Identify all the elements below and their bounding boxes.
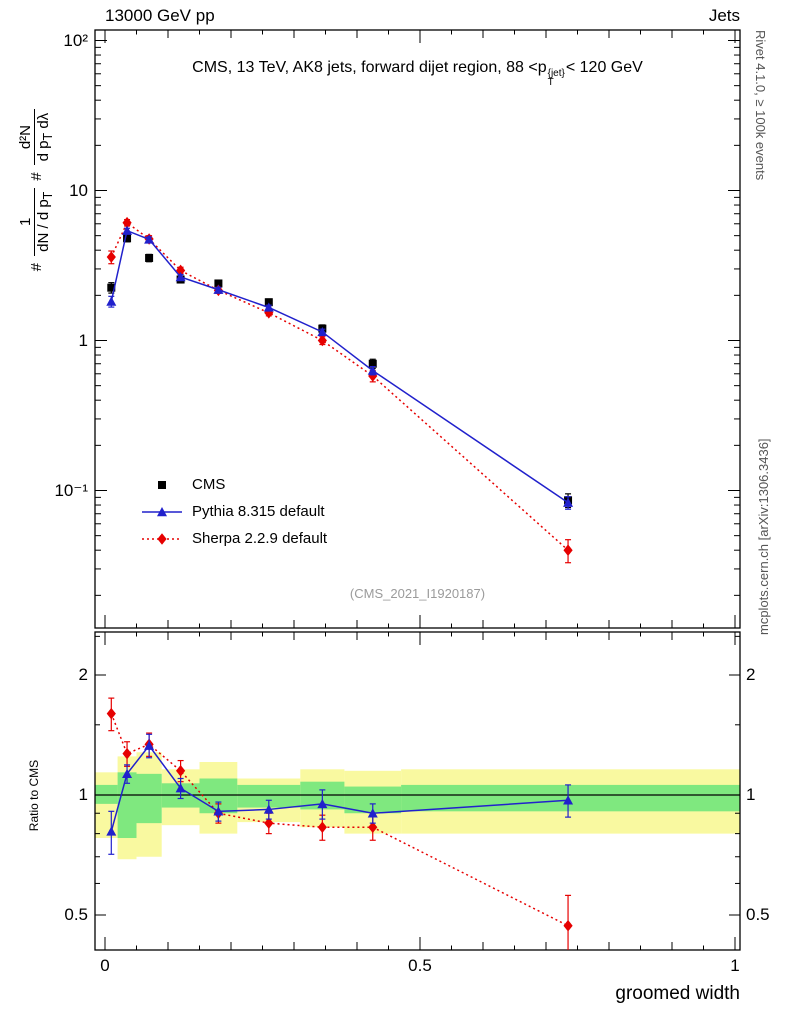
main-panel-frame (94, 29, 741, 629)
plot-title: CMS, 13 TeV, AK8 jets, forward dijet reg… (192, 59, 643, 88)
pythia-marker (563, 497, 574, 507)
y-tick-label: 10⁻¹ (54, 480, 88, 500)
pythia-marker (144, 234, 155, 244)
plot-title-text: CMS, 13 TeV, AK8 jets, forward dijet reg… (192, 59, 547, 76)
sherpa-marker (176, 264, 186, 277)
fraction-d2n: d²N d pT dλ (17, 108, 55, 166)
cms-data-marker (123, 234, 132, 243)
pythia-marker (157, 506, 167, 516)
pythia-marker (175, 272, 186, 282)
cms-data-marker (214, 279, 223, 288)
ratio-axis-label: Ratio to CMS (27, 759, 41, 832)
beam-energy-label: 13000 GeV pp (105, 6, 215, 25)
y-tick-label: 10² (63, 30, 88, 50)
sherpa-marker (157, 532, 167, 545)
analysis-id-watermark: (CMS_2021_I1920187) (349, 586, 486, 601)
sherpa-marker (563, 919, 573, 932)
pythia-marker (175, 783, 186, 793)
axis-ticks (95, 30, 740, 950)
pythia-marker (317, 798, 328, 809)
sherpa-marker (106, 251, 116, 263)
ratio-tick-label-left: 2 (78, 665, 88, 684)
pythia-marker (106, 296, 117, 306)
cms-data-marker (264, 298, 273, 307)
series-line (110, 221, 569, 551)
pythia-marker (144, 740, 155, 750)
sherpa-marker (317, 821, 327, 834)
cms-data-marker (107, 283, 116, 292)
mcplots-arxiv-label: mcplots.cern.ch [arXiv:1306.3436] (755, 438, 771, 635)
rivet-version-label: Rivet 4.1.0, ≥ 100k events (753, 30, 769, 181)
series-pythia-8-315-default (106, 225, 574, 510)
ratio-tick-label-left: 0.5 (64, 905, 88, 924)
cms-data-marker (158, 480, 166, 489)
y-tick-label: 1 (78, 330, 88, 350)
pythia-marker (317, 326, 328, 337)
pythia-marker (367, 808, 378, 818)
sherpa-marker (264, 306, 274, 319)
sherpa-marker (176, 765, 186, 777)
sherpa-marker (106, 707, 116, 720)
legend-item-cms: CMS (140, 471, 327, 498)
uncertainty-bands (95, 752, 740, 860)
legend-label: Pythia 8.315 default (192, 503, 325, 520)
x-tick-label: 1 (730, 956, 740, 975)
yellow-uncertainty-band (95, 772, 118, 839)
x-tick-label: 0.5 (408, 956, 432, 975)
legend-marker-diamond-icon (142, 532, 182, 545)
legend-item-sherpa-2-2-9-default: Sherpa 2.2.9 default (140, 525, 327, 552)
pythia-marker (263, 302, 274, 312)
y-tick-label: 10 (69, 180, 88, 200)
x-tick-label: 0 (100, 956, 110, 975)
hash-symbol: # (27, 262, 45, 272)
x-axis-label: groomed width (615, 983, 740, 1004)
series-line (110, 713, 569, 927)
legend-item-pythia-8-315-default: Pythia 8.315 default (140, 498, 327, 525)
cms-data-marker (145, 253, 154, 262)
pythia-marker (263, 804, 274, 814)
ratio-tick-label-right: 0.5 (746, 905, 770, 924)
series-pythia-8-315-default (106, 733, 574, 855)
sherpa-marker (317, 334, 327, 347)
pythia-marker (563, 795, 574, 805)
ratio-tick-label-right: 1 (746, 785, 756, 804)
pythia-marker (367, 365, 378, 375)
sherpa-marker (563, 544, 573, 556)
sherpa-marker (122, 747, 132, 760)
pythia-marker (122, 225, 133, 235)
pythia-marker (213, 806, 224, 816)
sherpa-marker (264, 817, 274, 829)
legend-marker-square-icon (158, 480, 166, 489)
sherpa-marker (122, 216, 132, 229)
pythia-marker (122, 768, 133, 779)
cms-data-marker (368, 359, 377, 368)
ratio-panel-frame (94, 631, 741, 951)
analysis-group-label: Jets (708, 6, 740, 25)
series-cms (107, 234, 573, 509)
legend: CMS Pythia 8.315 default Sherpa 2.2.9 defa… (140, 471, 327, 552)
legend-marker-triangle-icon (142, 506, 182, 516)
sherpa-marker (368, 821, 378, 834)
ratio-tick-label-left: 1 (78, 785, 88, 804)
legend-label: Sherpa 2.2.9 default (192, 530, 328, 547)
green-uncertainty-band (136, 773, 162, 824)
pythia-marker (106, 826, 117, 836)
green-uncertainty-band (95, 784, 118, 804)
pythia-marker (213, 284, 224, 294)
green-uncertainty-band (237, 784, 301, 808)
legend-label: CMS (192, 476, 226, 493)
pt-jet-superscript: {jet} T (547, 68, 565, 88)
ratio-tick-label-right: 2 (746, 665, 756, 684)
